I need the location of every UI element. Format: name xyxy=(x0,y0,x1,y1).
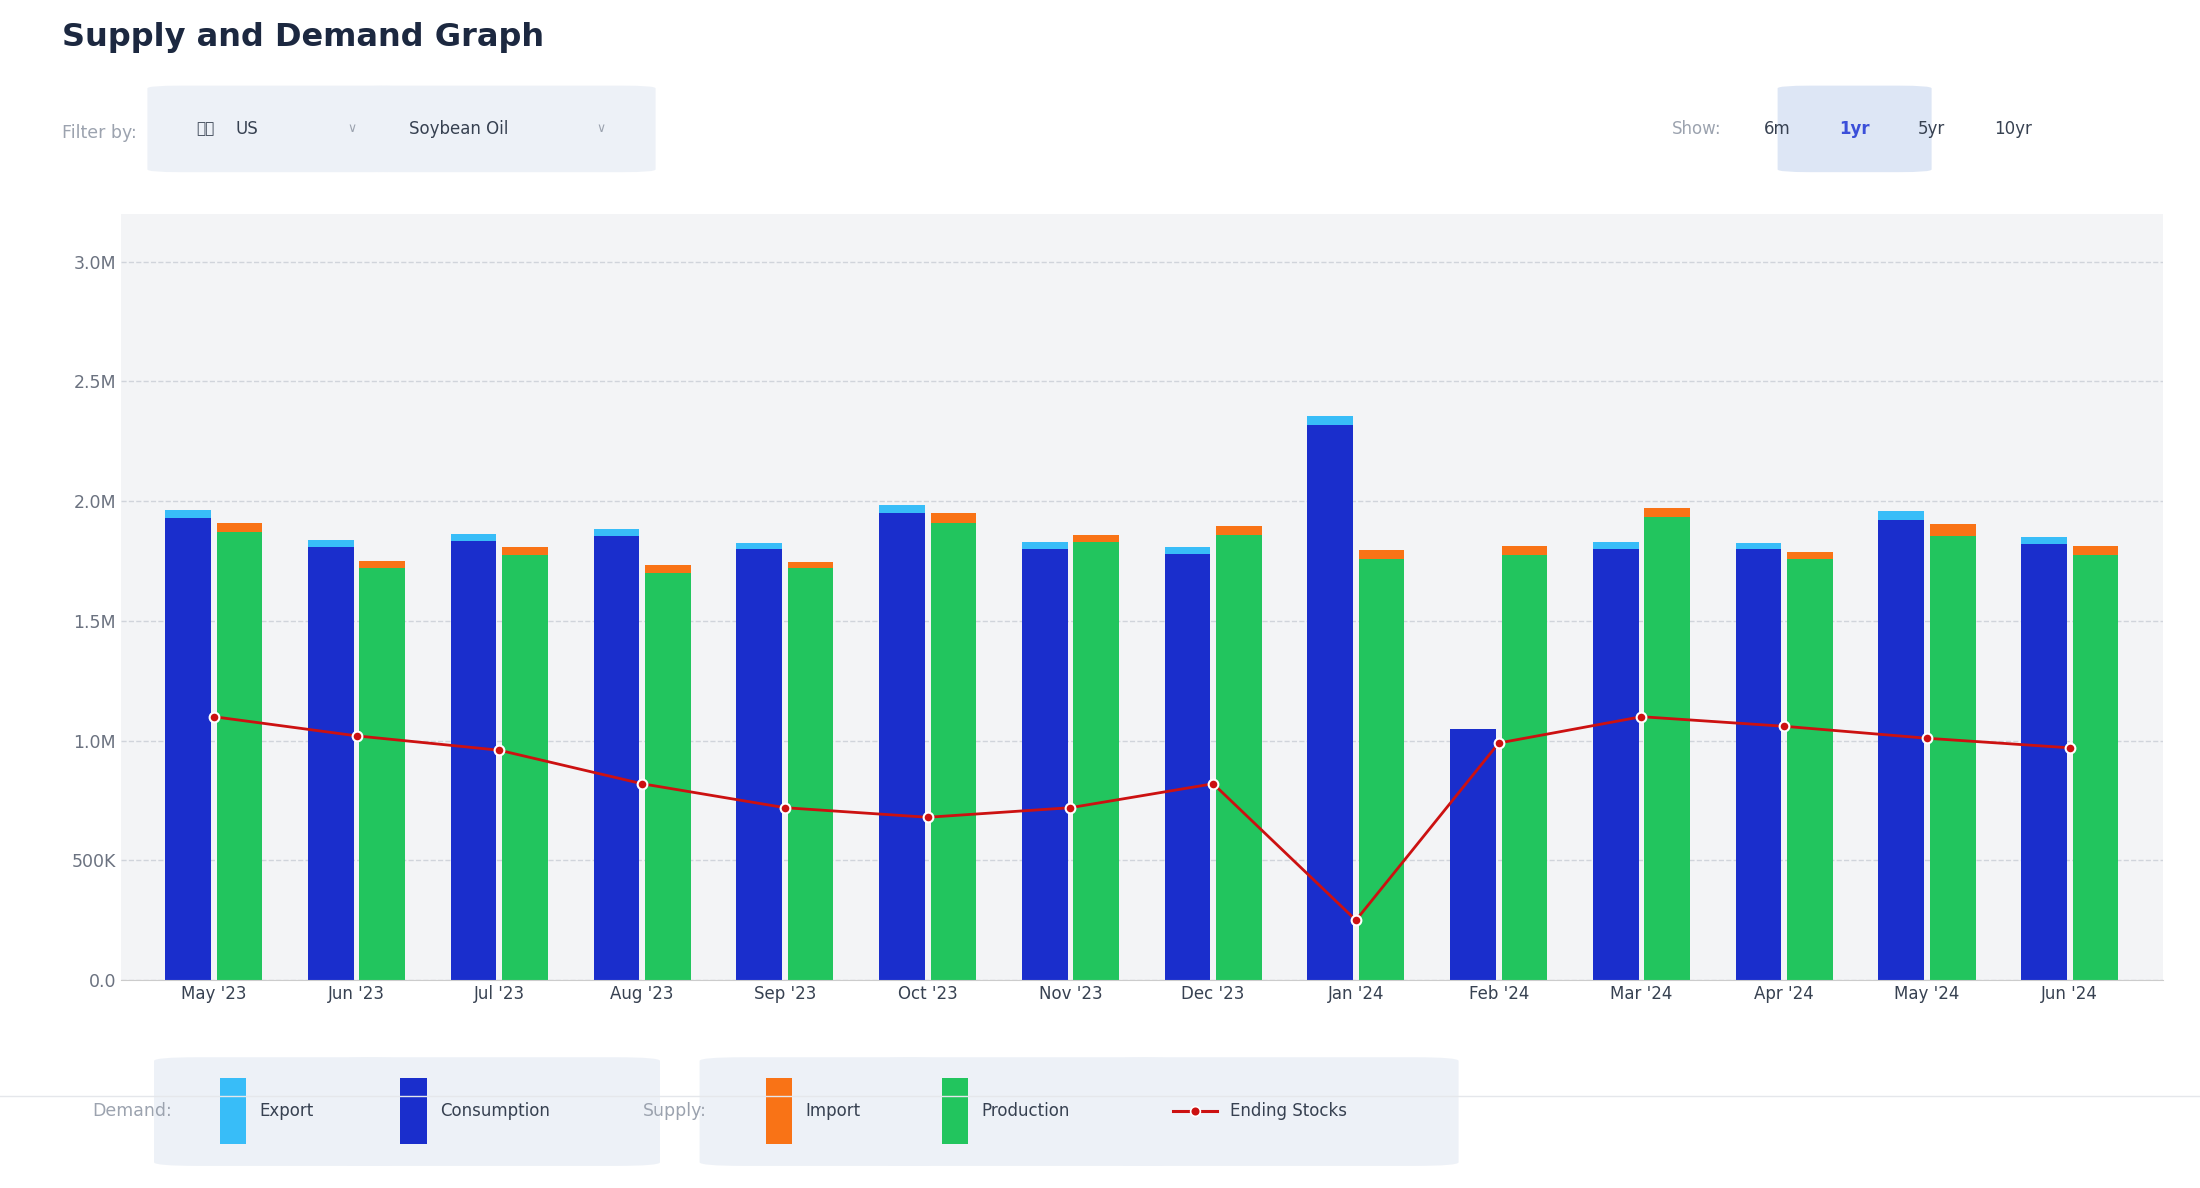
Bar xyxy=(2022,544,2068,980)
Bar xyxy=(308,546,354,980)
Bar xyxy=(1786,558,1833,980)
Bar xyxy=(594,536,640,980)
Bar xyxy=(931,523,977,980)
Bar xyxy=(1021,543,1067,549)
Text: ∨: ∨ xyxy=(596,122,605,135)
Bar xyxy=(1164,554,1210,980)
Bar xyxy=(594,529,640,536)
FancyBboxPatch shape xyxy=(1111,1057,1459,1165)
Bar xyxy=(1074,542,1120,980)
Bar xyxy=(216,523,262,532)
Bar xyxy=(942,1078,968,1144)
Bar xyxy=(1503,555,1547,980)
FancyBboxPatch shape xyxy=(334,1057,660,1165)
Bar xyxy=(451,533,497,541)
Text: Production: Production xyxy=(981,1101,1069,1119)
Bar xyxy=(1879,520,1925,980)
Bar xyxy=(931,513,977,523)
Bar xyxy=(400,1078,427,1144)
FancyBboxPatch shape xyxy=(876,1057,1179,1165)
FancyBboxPatch shape xyxy=(147,86,407,172)
Bar xyxy=(165,518,211,980)
Bar xyxy=(1929,524,1976,536)
Text: 10yr: 10yr xyxy=(1993,120,2033,138)
Text: 5yr: 5yr xyxy=(1918,120,1945,138)
Bar xyxy=(737,543,781,549)
Bar xyxy=(165,510,211,518)
Text: 1yr: 1yr xyxy=(1839,120,1870,138)
Text: ∨: ∨ xyxy=(348,122,356,135)
Bar xyxy=(645,565,691,573)
Bar xyxy=(2072,555,2119,980)
FancyBboxPatch shape xyxy=(700,1057,946,1165)
Bar xyxy=(1786,552,1833,558)
Bar xyxy=(880,505,924,513)
Bar xyxy=(359,568,405,980)
Text: Import: Import xyxy=(805,1101,860,1119)
Bar xyxy=(451,541,497,980)
Bar xyxy=(1217,525,1263,535)
Bar xyxy=(1736,543,1782,549)
Text: Export: Export xyxy=(260,1101,315,1119)
Bar xyxy=(1307,416,1353,424)
Bar xyxy=(1503,546,1547,555)
Bar xyxy=(1929,536,1976,980)
Bar xyxy=(788,562,834,568)
Text: Consumption: Consumption xyxy=(440,1101,550,1119)
FancyBboxPatch shape xyxy=(1778,86,1932,172)
Bar xyxy=(1360,550,1404,558)
FancyBboxPatch shape xyxy=(359,86,656,172)
FancyBboxPatch shape xyxy=(154,1057,407,1165)
Text: Soybean Oil: Soybean Oil xyxy=(409,120,508,138)
Bar xyxy=(308,539,354,546)
Text: US: US xyxy=(235,120,257,138)
Text: 🇺🇸: 🇺🇸 xyxy=(196,121,213,137)
Bar xyxy=(220,1078,246,1144)
Bar xyxy=(502,546,548,555)
Text: Show:: Show: xyxy=(1672,120,1723,138)
Bar xyxy=(645,573,691,980)
Bar xyxy=(502,555,548,980)
Text: Filter by:: Filter by: xyxy=(62,124,136,141)
Bar xyxy=(1879,511,1925,520)
Bar xyxy=(1164,548,1210,554)
Bar xyxy=(1736,549,1782,980)
Bar xyxy=(1021,549,1067,980)
Text: Ending Stocks: Ending Stocks xyxy=(1230,1101,1346,1119)
Bar xyxy=(359,561,405,568)
Bar xyxy=(1643,517,1690,980)
Bar xyxy=(1593,549,1639,980)
Bar xyxy=(2072,546,2119,555)
Bar xyxy=(788,568,834,980)
Bar xyxy=(2022,537,2068,544)
Bar xyxy=(1217,535,1263,980)
Text: 6m: 6m xyxy=(1764,120,1791,138)
Bar xyxy=(1307,424,1353,980)
Text: Supply and Demand Graph: Supply and Demand Graph xyxy=(62,23,543,53)
Bar xyxy=(766,1078,792,1144)
Text: Supply:: Supply: xyxy=(642,1101,706,1119)
Bar xyxy=(880,513,924,980)
Bar xyxy=(1074,535,1120,542)
Bar xyxy=(216,532,262,980)
Bar xyxy=(1450,728,1496,980)
Bar xyxy=(1643,508,1690,517)
Bar xyxy=(1360,558,1404,980)
Bar xyxy=(737,549,781,980)
Text: Demand:: Demand: xyxy=(92,1101,172,1119)
Bar xyxy=(1593,542,1639,549)
